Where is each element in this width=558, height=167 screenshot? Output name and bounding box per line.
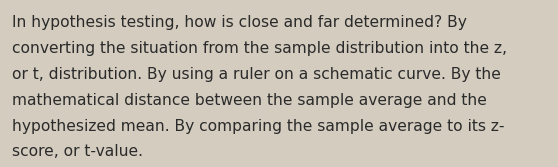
Text: score, or t-value.: score, or t-value. [12,144,143,159]
Text: hypothesized mean. By comparing the sample average to its z-: hypothesized mean. By comparing the samp… [12,119,505,134]
Text: mathematical distance between the sample average and the: mathematical distance between the sample… [12,93,487,108]
Text: converting the situation from the sample distribution into the z,: converting the situation from the sample… [12,41,507,56]
Text: or t, distribution. By using a ruler on a schematic curve. By the: or t, distribution. By using a ruler on … [12,67,501,82]
Text: In hypothesis testing, how is close and far determined? By: In hypothesis testing, how is close and … [12,15,467,30]
